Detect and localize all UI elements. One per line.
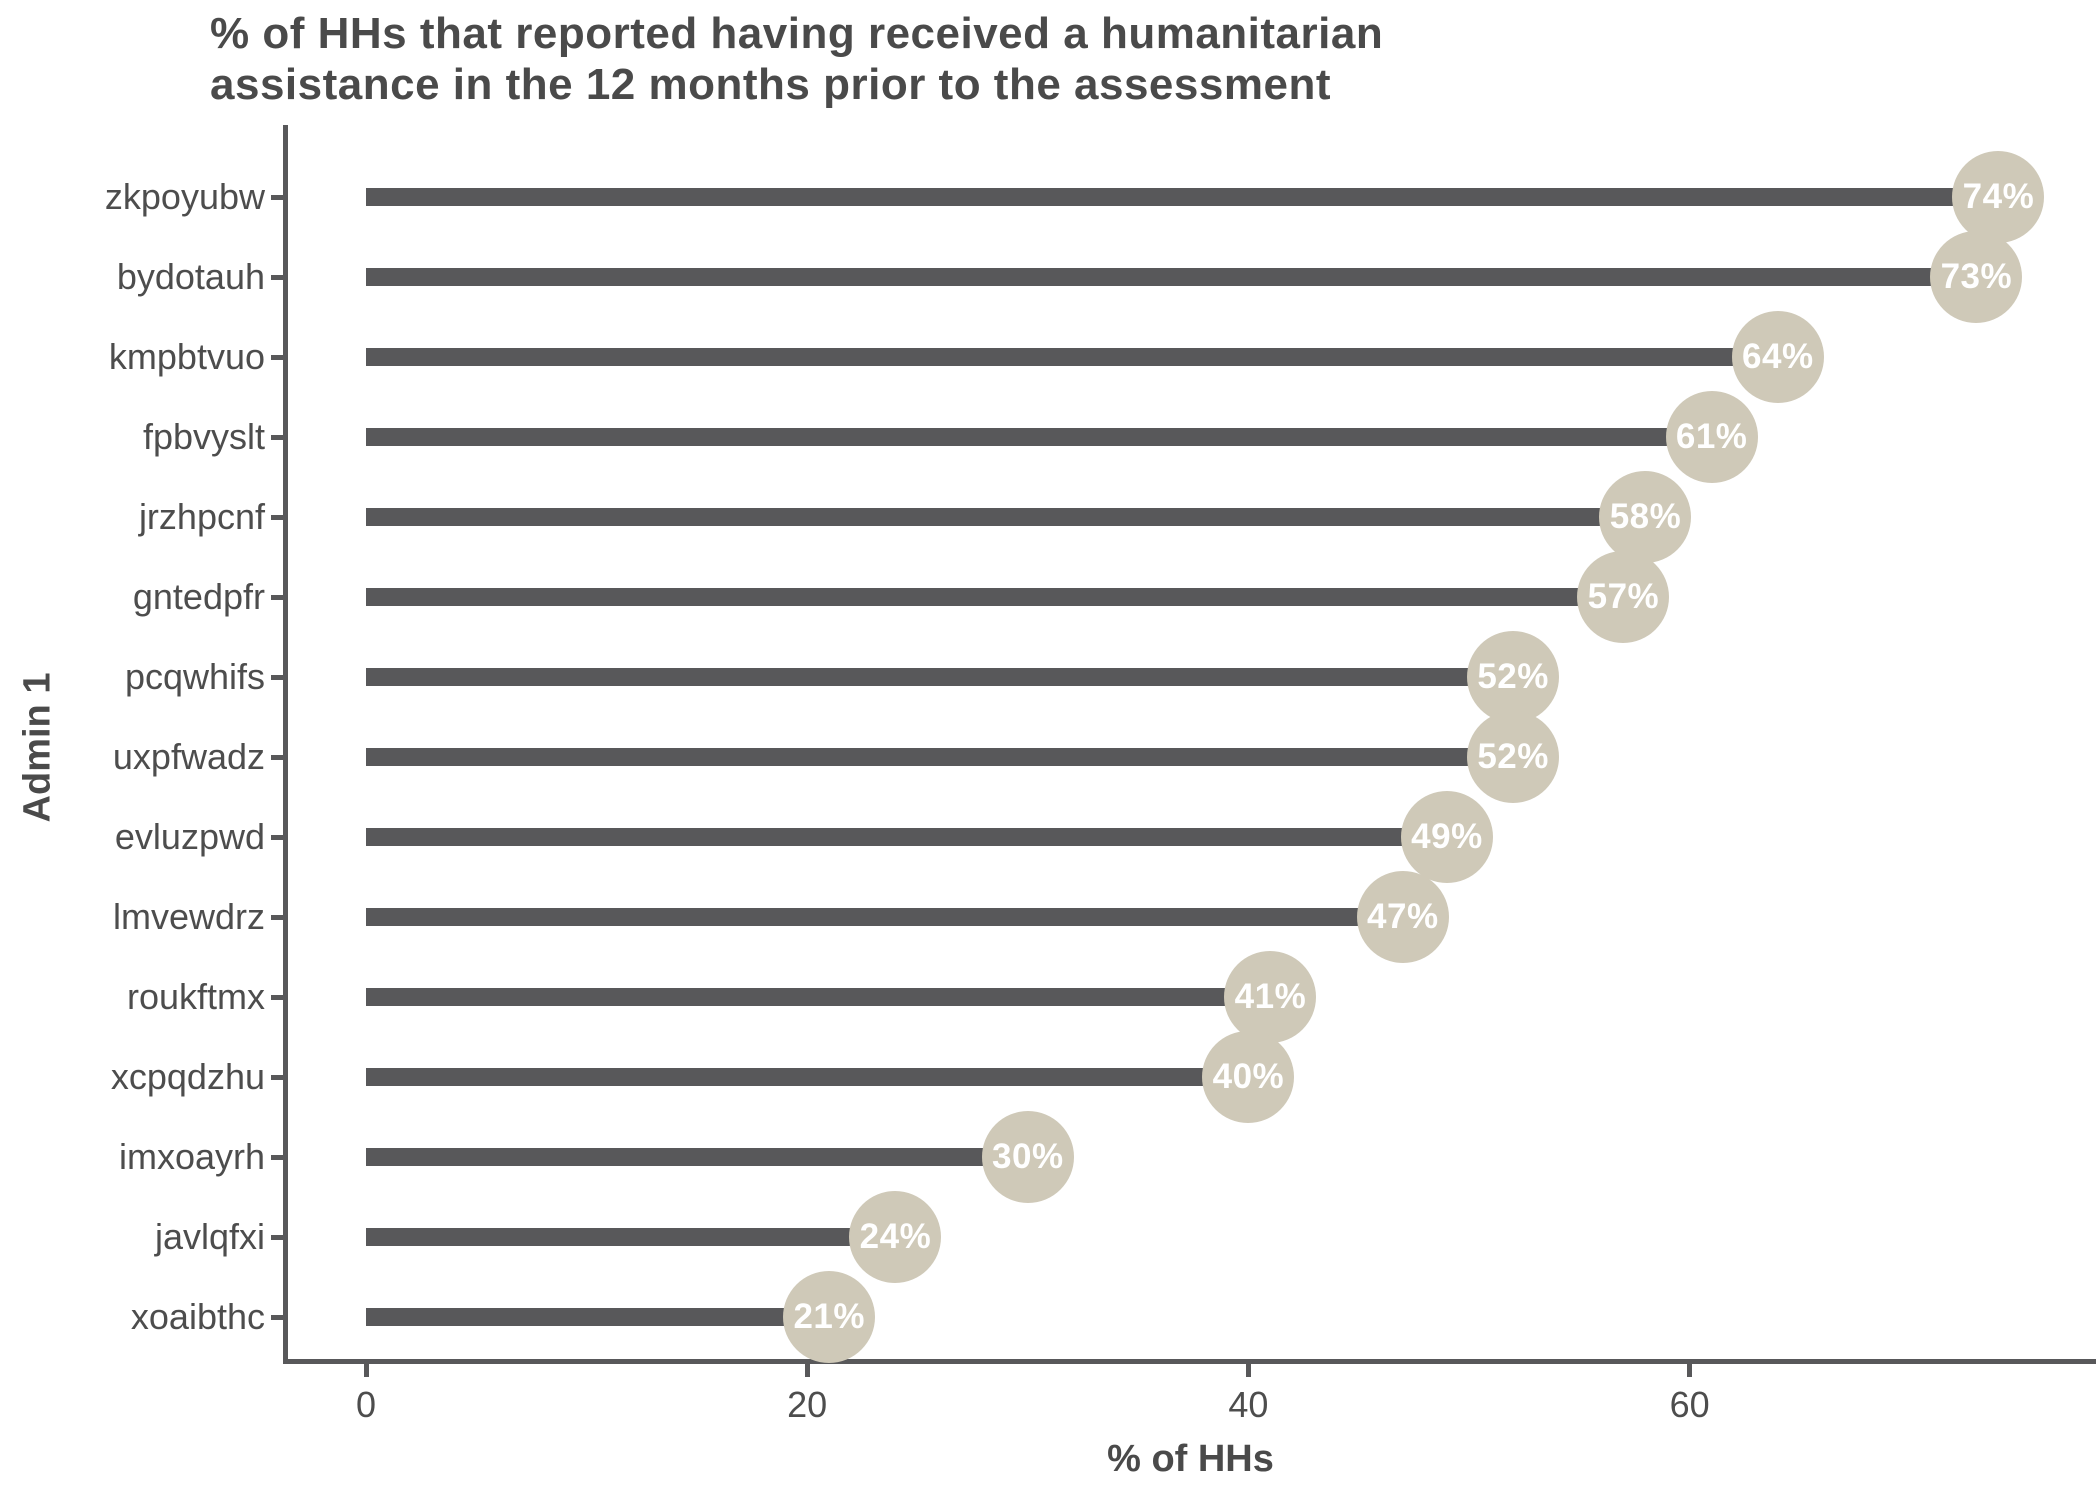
- value-label: 73%: [1940, 257, 2013, 296]
- value-dot: 74%: [1952, 151, 2045, 243]
- y-axis-category-label: pcqwhifs: [124, 656, 265, 697]
- value-label: 49%: [1411, 817, 1483, 856]
- bar: [366, 268, 1977, 286]
- value-label: 58%: [1609, 497, 1682, 536]
- bar: [366, 1308, 830, 1326]
- y-axis-tick: [271, 195, 283, 200]
- chart-title: % of HHs that reported having received a…: [210, 8, 1383, 110]
- x-axis-tick: [1245, 1364, 1251, 1377]
- value-label: 61%: [1675, 417, 1748, 456]
- y-axis-tick: [271, 675, 283, 680]
- y-axis-tick: [271, 275, 283, 280]
- value-label: 40%: [1212, 1057, 1285, 1096]
- value-label: 41%: [1234, 977, 1307, 1016]
- bar: [366, 1068, 1249, 1086]
- y-axis-category-label: gntedpfr: [132, 576, 265, 617]
- y-axis-category-label: roukftmx: [126, 976, 265, 1017]
- y-axis-tick: [271, 835, 283, 840]
- value-dot: 49%: [1400, 791, 1493, 883]
- value-dot: 41%: [1224, 951, 1317, 1043]
- y-axis-tick: [271, 995, 283, 1000]
- bar: [366, 428, 1712, 446]
- chart-title-line-1: % of HHs that reported having received a…: [210, 9, 1384, 58]
- bar: [366, 188, 1999, 206]
- value-dot: 52%: [1467, 711, 1560, 803]
- bar: [366, 668, 1514, 686]
- bar: [366, 1148, 1028, 1166]
- value-dot: 57%: [1577, 551, 1670, 643]
- value-label: 57%: [1587, 577, 1660, 616]
- y-axis-category-label: jrzhpcnf: [138, 496, 265, 537]
- value-label: 47%: [1367, 897, 1439, 936]
- bar: [366, 828, 1447, 846]
- bar: [366, 588, 1624, 606]
- y-axis-tick: [271, 435, 283, 440]
- y-axis-tick: [271, 1075, 283, 1080]
- value-dot: 40%: [1202, 1031, 1295, 1123]
- bar: [366, 988, 1271, 1006]
- value-dot: 61%: [1665, 391, 1758, 483]
- y-axis-tick: [271, 755, 283, 760]
- y-axis-category-label: lmvewdrz: [112, 896, 265, 937]
- value-dot: 73%: [1930, 231, 2023, 323]
- y-axis-category-label: evluzpwd: [114, 816, 265, 857]
- x-axis-tick-label: 60: [1669, 1384, 1710, 1425]
- bar: [366, 1228, 896, 1246]
- y-axis-category-label: bydotauh: [116, 256, 265, 297]
- value-dot: 30%: [981, 1111, 1074, 1203]
- y-axis-category-label: xoaibthc: [130, 1296, 265, 1337]
- y-axis-tick: [271, 1235, 283, 1240]
- y-axis-tick: [271, 355, 283, 360]
- value-label: 30%: [992, 1137, 1064, 1176]
- y-axis-category-label: kmpbtvuo: [108, 336, 265, 377]
- x-axis-tick: [1687, 1364, 1693, 1377]
- bar: [366, 508, 1646, 526]
- x-axis-title: % of HHs: [1107, 1438, 1274, 1480]
- y-axis-line: [283, 125, 288, 1364]
- value-dot: 47%: [1356, 871, 1449, 963]
- y-axis-tick: [271, 515, 283, 520]
- y-axis-category-label: imxoayrh: [118, 1136, 265, 1177]
- y-axis-category-label: zkpoyubw: [104, 176, 265, 217]
- value-dot: 24%: [849, 1191, 942, 1283]
- y-axis-tick: [271, 1315, 283, 1320]
- y-axis-category-label: javlqfxi: [154, 1216, 265, 1257]
- y-axis-category-label: uxpfwadz: [112, 736, 265, 777]
- bar: [366, 908, 1403, 926]
- value-dot: 64%: [1731, 311, 1824, 403]
- value-dot: 58%: [1599, 471, 1692, 563]
- y-axis-tick: [271, 1155, 283, 1160]
- value-label: 52%: [1477, 737, 1549, 776]
- x-axis-line: [283, 1359, 2096, 1364]
- y-axis-tick: [271, 915, 283, 920]
- x-axis-tick: [363, 1364, 369, 1377]
- value-dot: 21%: [783, 1271, 876, 1363]
- x-axis-tick-label: 40: [1228, 1384, 1269, 1425]
- y-axis-category-label: fpbvyslt: [142, 416, 265, 457]
- x-axis-tick: [804, 1364, 810, 1377]
- value-label: 21%: [793, 1297, 866, 1336]
- y-axis-tick: [271, 595, 283, 600]
- value-label: 52%: [1477, 657, 1549, 696]
- value-label: 74%: [1962, 177, 2035, 216]
- bar: [366, 748, 1514, 766]
- value-dot: 52%: [1467, 631, 1560, 723]
- x-axis-tick-label: 20: [787, 1384, 828, 1425]
- x-axis-tick-label: 0: [355, 1384, 377, 1425]
- chart-title-line-2: assistance in the 12 months prior to the…: [210, 60, 1331, 109]
- bar: [366, 348, 1778, 366]
- value-label: 64%: [1742, 337, 1814, 376]
- y-axis-category-label: xcpqdzhu: [110, 1056, 265, 1097]
- value-label: 24%: [859, 1217, 932, 1256]
